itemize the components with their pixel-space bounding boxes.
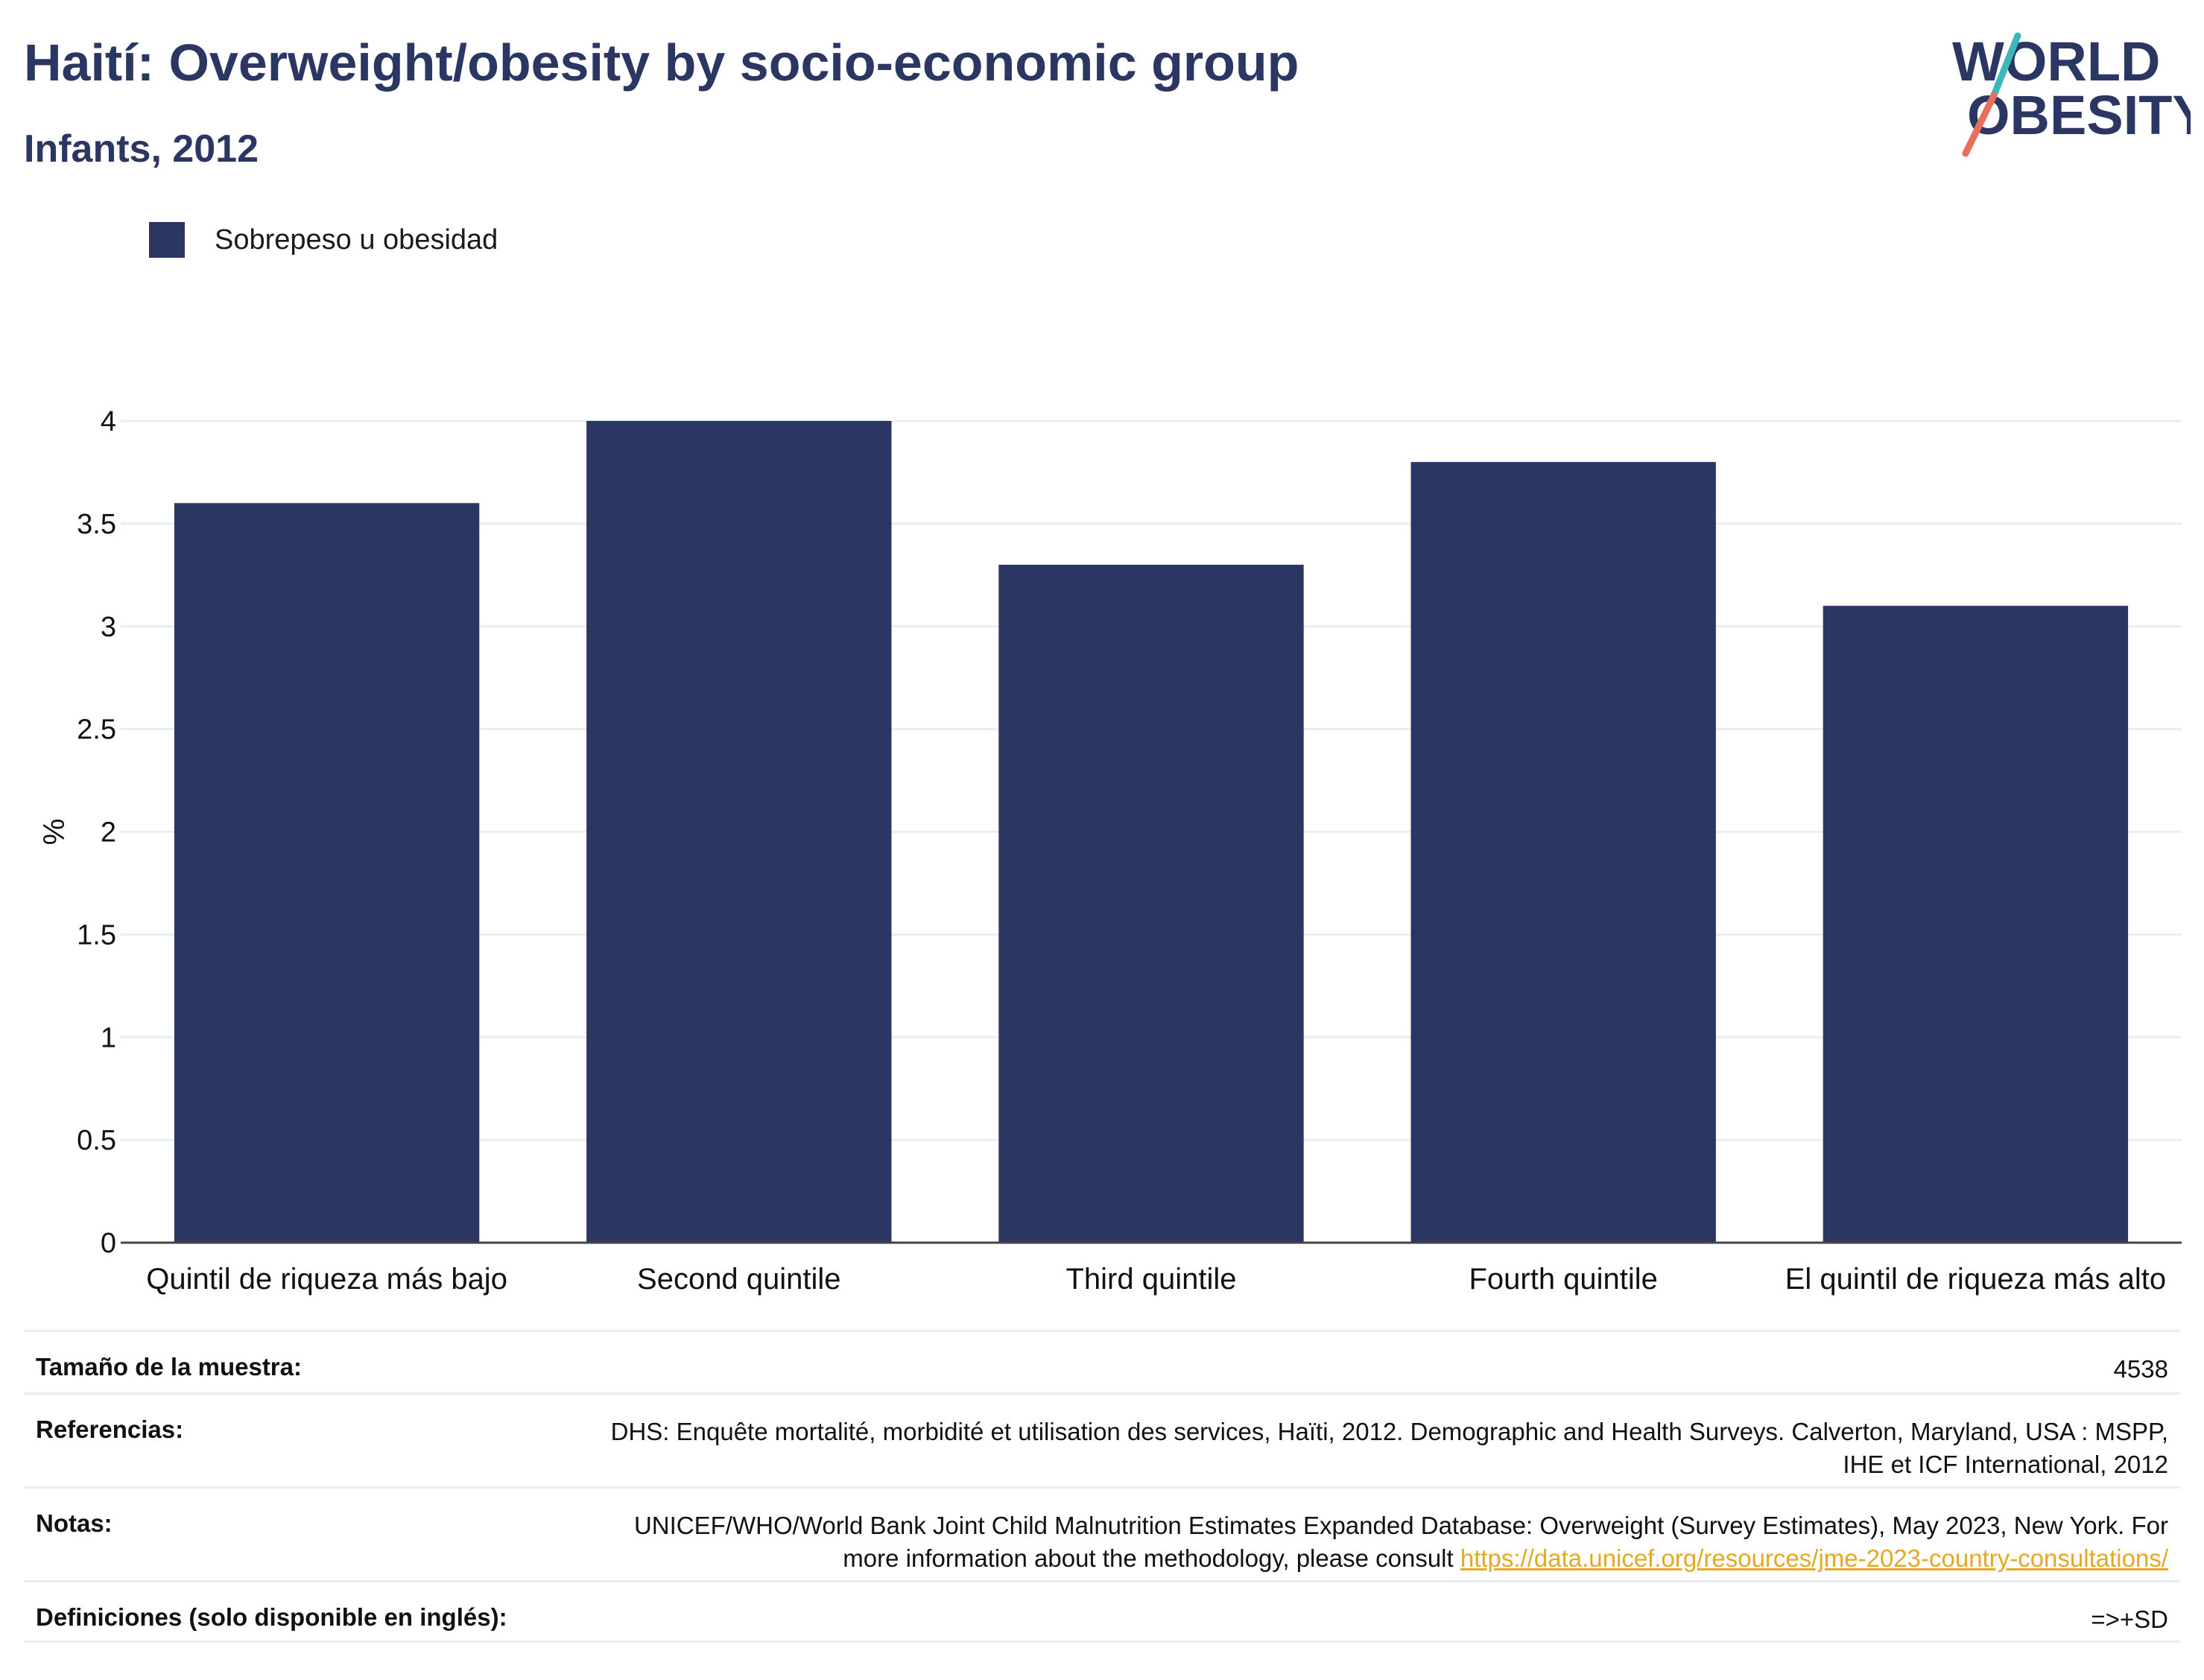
x-tick-label: Quintil de riqueza más bajo <box>146 1263 507 1296</box>
x-tick-label: El quintil de riqueza más alto <box>1785 1263 2166 1296</box>
sample-size-label: Tamaño de la muestra: <box>36 1353 302 1381</box>
notes-link[interactable]: https://data.unicef.org/resources/jme-20… <box>1460 1544 2168 1572</box>
logo-line1: WORLD <box>1952 31 2161 92</box>
logo-line2: OBESITY <box>1967 84 2191 146</box>
chart-subtitle: Infants, 2012 <box>24 127 259 171</box>
notes-row: Notas: UNICEF/WHO/World Bank Joint Child… <box>24 1486 2180 1580</box>
y-tick-label: 3.5 <box>77 509 116 540</box>
notes-value: UNICEF/WHO/World Bank Joint Child Malnut… <box>589 1509 2168 1580</box>
references-row: Referencias: DHS: Enquête mortalité, mor… <box>24 1392 2180 1486</box>
info-table: Tamaño de la muestra: 4538 Referencias: … <box>24 1330 2180 1643</box>
definitions-value: =>+SD <box>2091 1605 2168 1633</box>
notes-text: UNICEF/WHO/World Bank Joint Child Malnut… <box>633 1512 2168 1572</box>
y-tick-label: 1 <box>101 1022 116 1053</box>
chart-title: Haití: Overweight/obesity by socio-econo… <box>24 34 1299 92</box>
y-tick-label: 0.5 <box>77 1125 116 1156</box>
bar <box>1823 606 2129 1243</box>
world-obesity-logo: WORLD OBESITY <box>1952 31 2191 157</box>
legend: Sobrepeso u obesidad <box>149 221 498 259</box>
notes-label: Notas: <box>36 1509 113 1537</box>
definitions-label: Definiciones (solo disponible en inglés)… <box>36 1603 507 1631</box>
legend-label: Sobrepeso u obesidad <box>215 224 498 256</box>
y-tick-label: 0 <box>101 1228 116 1259</box>
y-tick-label: 2 <box>101 817 116 849</box>
x-tick-label: Third quintile <box>1065 1263 1236 1296</box>
bar <box>998 565 1304 1243</box>
y-axis-label: % <box>37 819 69 846</box>
bar <box>1410 462 1716 1243</box>
definitions-row: Definiciones (solo disponible en inglés)… <box>24 1580 2180 1643</box>
references-label: Referencias: <box>36 1416 184 1443</box>
y-tick-label: 1.5 <box>77 919 116 951</box>
sample-size-value: 4538 <box>2113 1355 2168 1383</box>
references-value: DHS: Enquête mortalité, morbidité et uti… <box>610 1418 2168 1478</box>
y-tick-label: 3 <box>101 612 116 643</box>
y-tick-label: 4 <box>101 406 116 437</box>
x-tick-label: Second quintile <box>637 1263 841 1296</box>
bar <box>174 503 480 1243</box>
y-tick-label: 2.5 <box>77 714 116 746</box>
bar <box>586 421 892 1243</box>
legend-swatch <box>149 222 185 258</box>
bar-chart: 0 0.5 1 1.5 2 2.5 3 3.5 4 Quintil de riqueza más… <box>37 406 2182 1296</box>
sample-size-row: Tamaño de la muestra: 4538 <box>24 1330 2180 1392</box>
x-tick-label: Fourth quintile <box>1469 1263 1657 1296</box>
